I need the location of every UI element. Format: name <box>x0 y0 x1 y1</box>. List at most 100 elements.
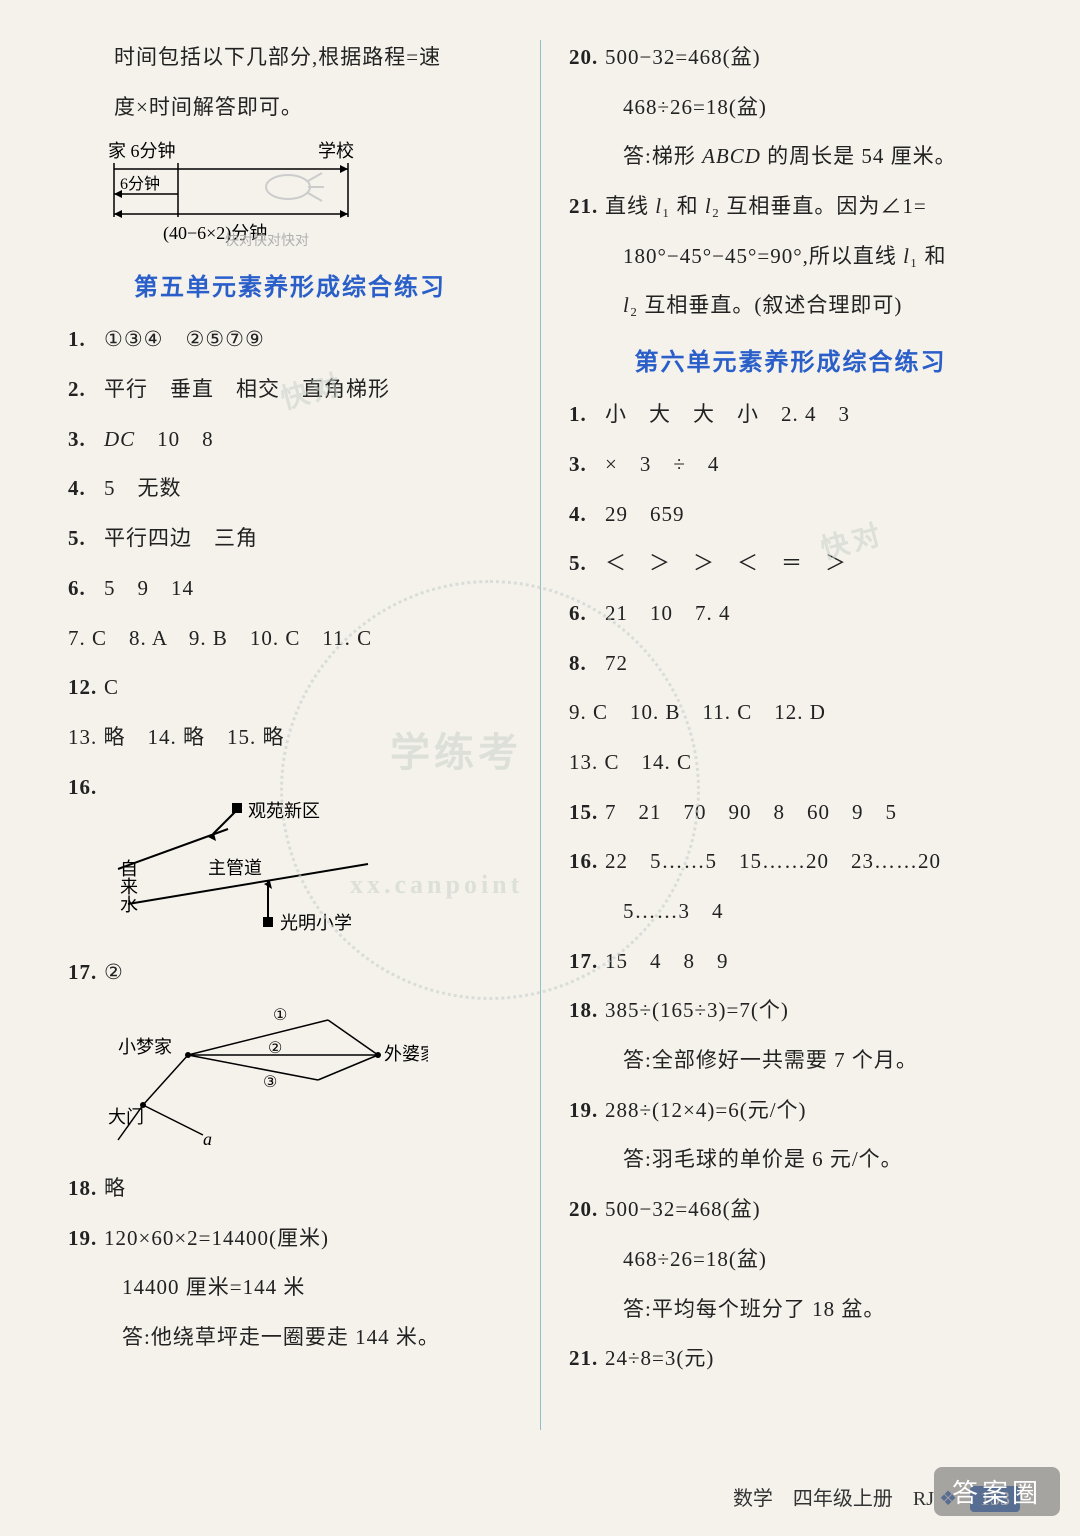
r21b3: ₁ 和 <box>910 244 947 268</box>
r-q17: 17.15 4 8 9 <box>569 944 1012 980</box>
r-q19b: 答:羽毛球的单价是 6 元/个。 <box>569 1142 1012 1178</box>
r-q20a-ans: 500−32=468(盆) <box>605 45 761 69</box>
r-q4: 4.29 659 <box>569 497 1012 533</box>
r-q19a-ans: 288÷(12×4)=6(元/个) <box>605 1098 807 1122</box>
d16-zilaoshui: 自来水 <box>118 859 138 913</box>
d16-guanyuan: 观苑新区 <box>248 801 320 821</box>
q5-ans: 平行四边 三角 <box>104 526 258 550</box>
r21a5: ₂ 互相垂直。因为∠1= <box>712 194 927 218</box>
r21c1: l <box>623 293 630 317</box>
footer-label: 数学 四年级上册 RJ <box>733 1488 934 1510</box>
section-6-title: 第六单元素养形成综合练习 <box>569 342 1012 377</box>
d17-svg: 小梦家 外婆家 大门 ① ② ③ a <box>108 1005 428 1155</box>
r-q5: 5.＜ ＞ ＞ ＜ ＝ ＞ <box>569 546 1012 582</box>
r-q6: 6.21 10 7. 4 <box>569 596 1012 632</box>
r-q6-ans: 21 10 7. 4 <box>605 601 731 625</box>
intro-line-1: 时间包括以下几部分,根据路程=速 <box>68 40 512 76</box>
r-q20b2: 468÷26=18(盆) <box>569 1242 1012 1278</box>
q19a: 19.120×60×2=14400(厘米) <box>68 1221 512 1257</box>
r-q9-12: 9. C 10. B 11. C 12. D <box>569 695 1012 731</box>
q4-ans: 5 无数 <box>104 476 182 500</box>
r21b1: 180°−45°−45°=90°,所以直线 <box>623 244 903 268</box>
r-q18b: 答:全部修好一共需要 7 个月。 <box>569 1043 1012 1079</box>
q1: 1.①③④ ②⑤⑦⑨ <box>68 322 512 358</box>
r-q8-ans: 72 <box>605 651 628 675</box>
r-q20a2: 20.500−32=468(盆) <box>569 1192 1012 1228</box>
q17-ans: ② <box>104 960 124 984</box>
r-q20a: 20.500−32=468(盆) <box>569 40 1012 76</box>
r21a1: 直线 <box>605 194 655 218</box>
r-q17-ans: 15 4 8 9 <box>605 949 729 973</box>
r-q21-2: 21.24÷8=3(元) <box>569 1341 1012 1377</box>
q18: 18.略 <box>68 1171 512 1207</box>
d16-guangming: 光明小学 <box>280 913 352 933</box>
q3-dc: DC <box>104 427 135 451</box>
r-q16a: 16.22 5……5 15……20 23……20 <box>569 844 1012 880</box>
r-q20c-1: 答:梯形 <box>623 144 702 168</box>
diagram-route: 家 6分钟 学校 6分钟 (40−6×2)分钟 <box>108 139 512 249</box>
q2-ans: 平行 垂直 相交 直角梯形 <box>104 377 390 401</box>
d17-a: a <box>203 1129 212 1149</box>
q13-15: 13. 略 14. 略 15. 略 <box>68 720 512 756</box>
q4: 4.5 无数 <box>68 471 512 507</box>
r-q20c: 答:梯形 ABCD 的周长是 54 厘米。 <box>569 139 1012 175</box>
q12: 12.C <box>68 670 512 706</box>
q18-ans: 略 <box>104 1176 126 1200</box>
route-6min-label: 6分钟 <box>120 175 160 193</box>
d16-zhuguan: 主管道 <box>208 858 262 878</box>
r21a3: ₁ 和 <box>662 194 705 218</box>
d17-n2: ② <box>268 1040 282 1057</box>
right-column: 20.500−32=468(盆) 468÷26=18(盆) 答:梯形 ABCD … <box>540 40 1030 1430</box>
r-q19a: 19.288÷(12×4)=6(元/个) <box>569 1093 1012 1129</box>
r-q15-ans: 7 21 70 90 8 60 9 5 <box>605 800 897 824</box>
route-school-label: 学校 <box>318 141 354 161</box>
q19c: 答:他绕草坪走一圈要走 144 米。 <box>68 1320 512 1356</box>
r-q20c2: 答:平均每个班分了 18 盆。 <box>569 1292 1012 1328</box>
page-container: 时间包括以下几部分,根据路程=速 度×时间解答即可。 家 6分钟 学校 6分钟 … <box>0 0 1080 1450</box>
section-5-title: 第五单元素养形成综合练习 <box>68 267 512 302</box>
r-q18a-ans: 385÷(165÷3)=7(个) <box>605 998 789 1022</box>
q6-ans: 5 9 14 <box>104 576 194 600</box>
q3-nums: 10 8 <box>135 427 214 451</box>
q3: 3.DC 10 8 <box>68 422 512 458</box>
r-q20b: 468÷26=18(盆) <box>569 90 1012 126</box>
route-bottom-label: (40−6×2)分钟 <box>163 223 267 244</box>
r21c2: ₂ 互相垂直。(叙述合理即可) <box>630 293 903 317</box>
r-q18a: 18.385÷(165÷3)=7(个) <box>569 993 1012 1029</box>
d17-n3: ③ <box>263 1074 277 1091</box>
r-q1: 1.小 大 大 小 2. 4 3 <box>569 397 1012 433</box>
diagram-17: 小梦家 外婆家 大门 ① ② ③ a <box>108 1005 512 1155</box>
r-q3: 3.× 3 ÷ 4 <box>569 447 1012 483</box>
r21b2: l <box>903 244 910 268</box>
diagram-16: 观苑新区 自来水 主管道 光明小学 <box>108 799 512 939</box>
q5: 5.平行四边 三角 <box>68 521 512 557</box>
r-q20c-2: ABCD <box>702 144 761 168</box>
r-q16a-ans: 22 5……5 15……20 23……20 <box>605 849 941 873</box>
q17: 17.② <box>68 955 512 991</box>
r-q20c-3: 的周长是 54 厘米。 <box>761 144 957 168</box>
r-q21a: 21.直线 l₁ 和 l₂ 互相垂直。因为∠1= <box>569 189 1012 225</box>
r-q4-ans: 29 659 <box>605 502 685 526</box>
q1-ans: ①③④ ②⑤⑦⑨ <box>104 327 265 351</box>
route-svg: 家 6分钟 学校 6分钟 (40−6×2)分钟 <box>108 139 388 249</box>
r21a4: l <box>705 194 712 218</box>
r-q16b: 5……3 4 <box>569 894 1012 930</box>
q6: 6.5 9 14 <box>68 571 512 607</box>
answer-badge: 答案圈 <box>934 1467 1060 1516</box>
q19a-ans: 120×60×2=14400(厘米) <box>104 1226 329 1250</box>
r-q5-ans: ＜ ＞ ＞ ＜ ＝ ＞ <box>605 551 847 575</box>
q7-11: 7. C 8. A 9. B 10. C 11. C <box>68 621 512 657</box>
d17-waipo: 外婆家 <box>384 1044 428 1064</box>
d17-xiaomeng: 小梦家 <box>118 1037 172 1057</box>
r-q21c: l₂ 互相垂直。(叙述合理即可) <box>569 288 1012 324</box>
r-q15: 15.7 21 70 90 8 60 9 5 <box>569 795 1012 831</box>
r-q21-ans: 24÷8=3(元) <box>605 1346 714 1370</box>
r-q21b: 180°−45°−45°=90°,所以直线 l₁ 和 <box>569 239 1012 275</box>
left-column: 时间包括以下几部分,根据路程=速 度×时间解答即可。 家 6分钟 学校 6分钟 … <box>50 40 540 1430</box>
r-q1-ans: 小 大 大 小 2. 4 3 <box>605 402 850 426</box>
q19b: 14400 厘米=144 米 <box>68 1270 512 1306</box>
r-q3-ans: × 3 ÷ 4 <box>605 452 719 476</box>
r-q20a2-ans: 500−32=468(盆) <box>605 1197 761 1221</box>
q12-ans: C <box>104 675 119 699</box>
intro-line-2: 度×时间解答即可。 <box>68 90 512 126</box>
